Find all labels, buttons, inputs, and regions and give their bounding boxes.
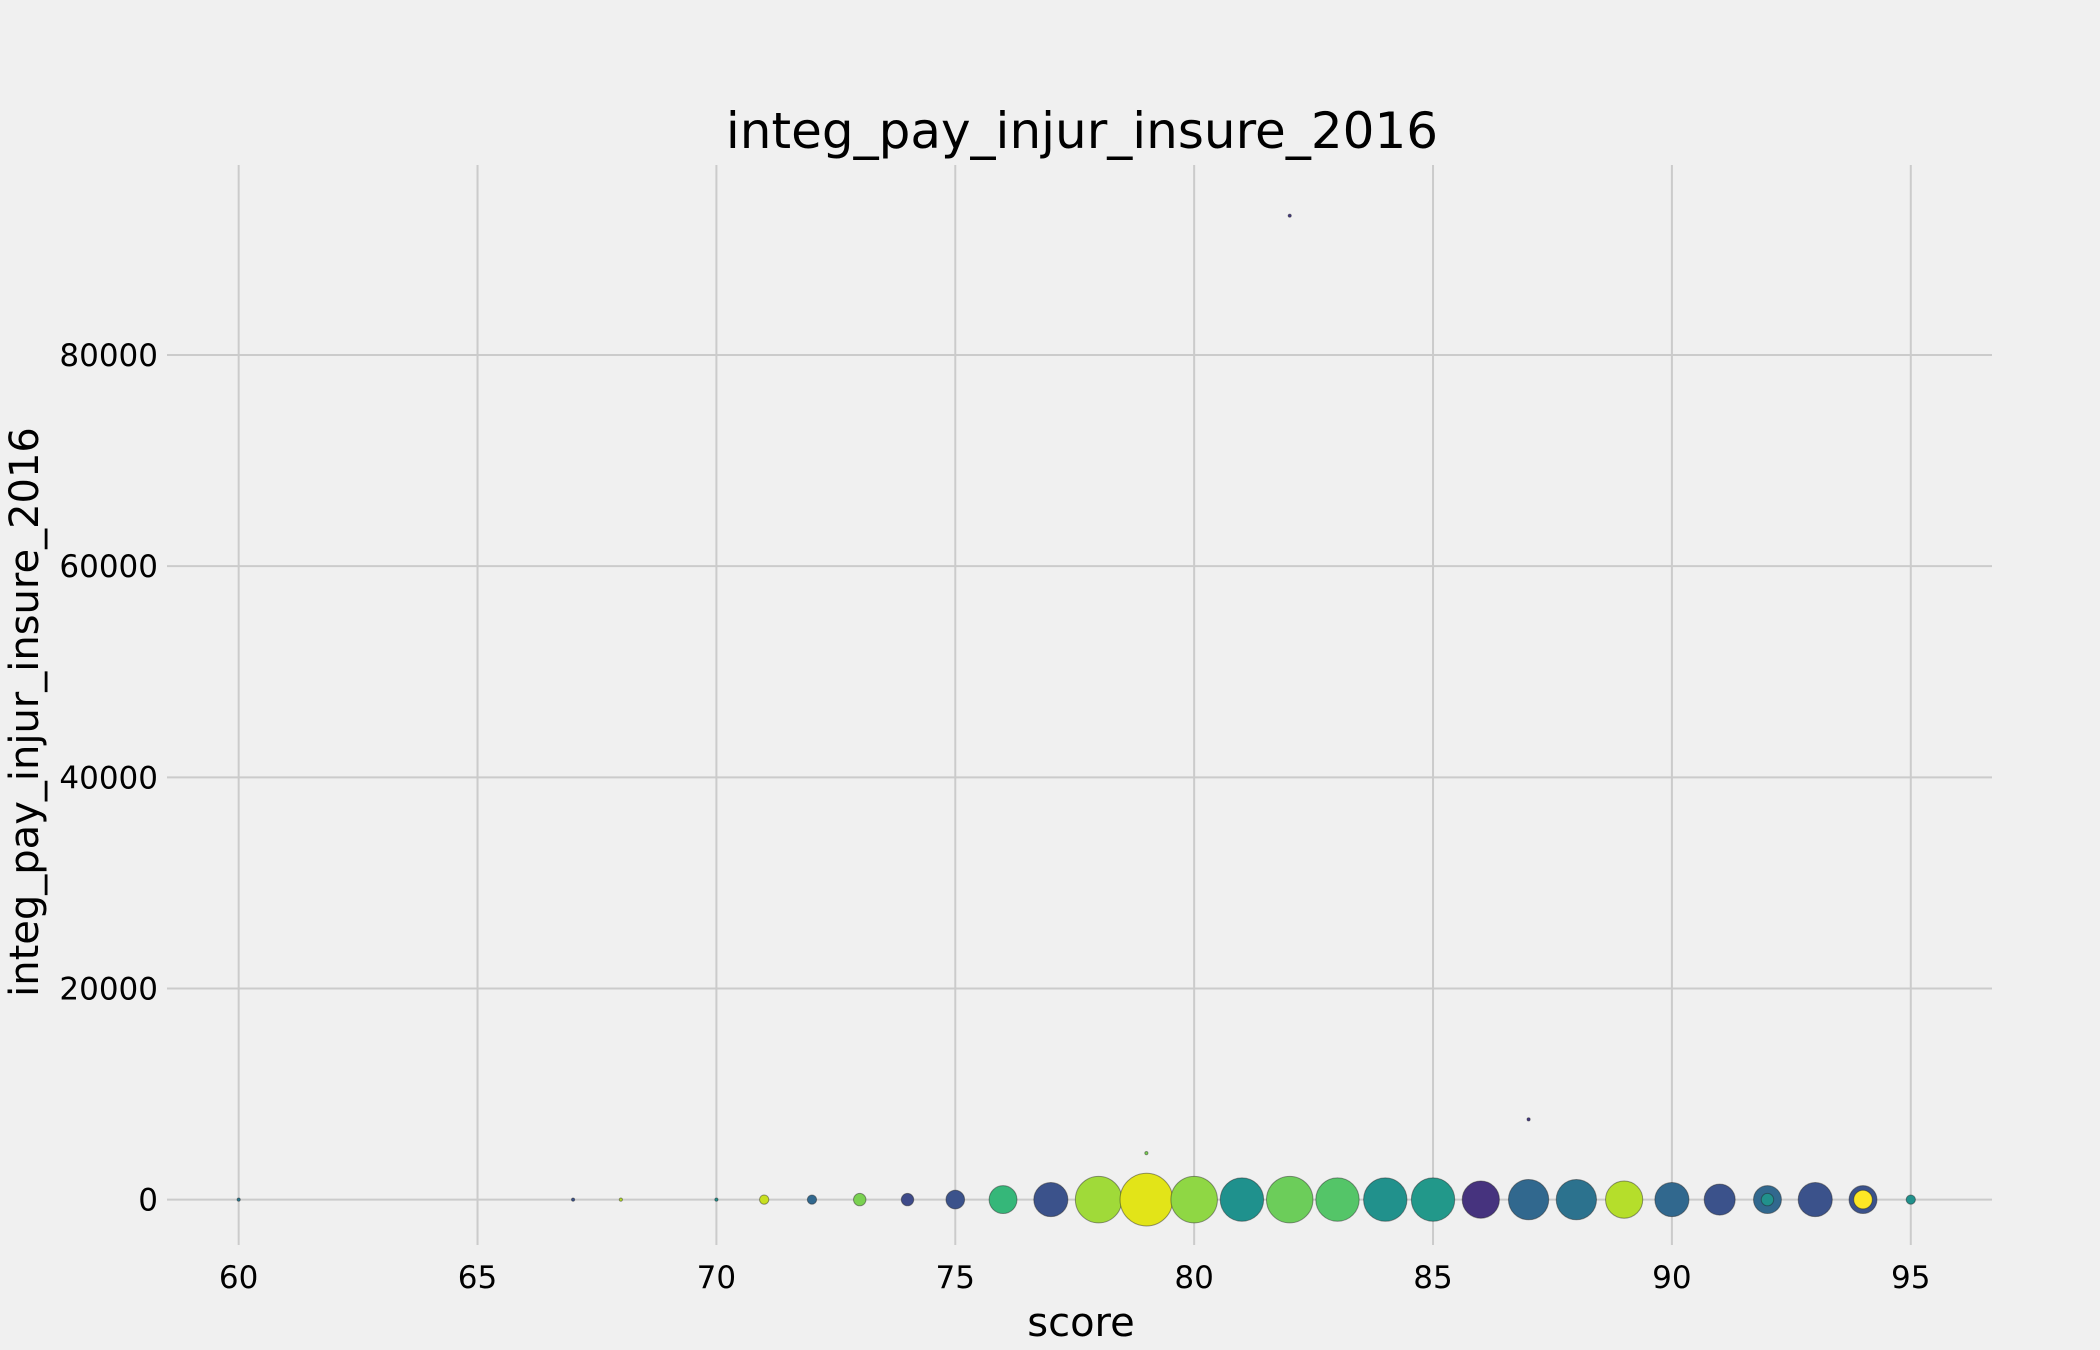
x-tick-label: 85 xyxy=(1413,1260,1452,1296)
data-point xyxy=(1287,213,1292,218)
data-point xyxy=(806,1194,818,1205)
y-axis-label: integ_pay_injur_insure_2016 xyxy=(2,427,48,997)
data-point xyxy=(1315,1177,1360,1222)
data-point xyxy=(1760,1192,1775,1207)
data-point xyxy=(1119,1172,1174,1227)
x-gridlines xyxy=(237,165,1912,1245)
data-point xyxy=(1410,1177,1456,1222)
data-point xyxy=(570,1197,576,1202)
data-point xyxy=(1905,1194,1916,1205)
data-point xyxy=(759,1194,770,1205)
y-tick-label: 0 xyxy=(138,1183,158,1219)
data-point xyxy=(1703,1183,1736,1216)
data-point xyxy=(1170,1175,1218,1224)
y-tick-label: 20000 xyxy=(59,971,158,1007)
x-tick-label: 60 xyxy=(219,1260,258,1296)
data-points xyxy=(236,213,1916,1227)
x-tick-label: 90 xyxy=(1652,1260,1691,1296)
y-tick-label: 80000 xyxy=(59,338,158,374)
x-tick-labels: 60 65 70 75 80 85 90 95 xyxy=(219,1260,1931,1296)
data-point xyxy=(945,1189,966,1210)
data-point xyxy=(1265,1175,1314,1224)
data-point xyxy=(618,1197,623,1202)
data-point xyxy=(1853,1189,1873,1210)
data-point xyxy=(1605,1180,1644,1219)
data-point xyxy=(1033,1182,1069,1218)
y-tick-labels: 0 20000 40000 60000 80000 xyxy=(59,338,158,1219)
data-point xyxy=(1074,1175,1123,1224)
data-point xyxy=(1555,1178,1598,1221)
y-tick-label: 60000 xyxy=(59,549,158,585)
x-tick-label: 75 xyxy=(936,1260,975,1296)
x-tick-label: 95 xyxy=(1891,1260,1930,1296)
data-point xyxy=(1461,1180,1500,1219)
data-point xyxy=(988,1185,1018,1215)
data-point xyxy=(714,1197,719,1202)
x-tick-label: 70 xyxy=(697,1260,736,1296)
data-point xyxy=(1144,1151,1149,1156)
data-point xyxy=(1219,1177,1265,1222)
x-tick-label: 80 xyxy=(1174,1260,1213,1296)
chart-title: integ_pay_injur_insure_2016 xyxy=(726,102,1438,160)
data-point xyxy=(1526,1117,1531,1122)
data-point xyxy=(853,1192,867,1207)
x-axis-label: score xyxy=(1027,1300,1134,1346)
data-point xyxy=(1654,1182,1690,1218)
data-point xyxy=(236,1197,241,1202)
data-point xyxy=(1363,1177,1408,1222)
x-tick-label: 65 xyxy=(458,1260,497,1296)
data-point xyxy=(1797,1182,1833,1218)
data-point xyxy=(1507,1178,1550,1221)
y-tick-label: 40000 xyxy=(59,760,158,796)
data-point xyxy=(900,1192,915,1207)
